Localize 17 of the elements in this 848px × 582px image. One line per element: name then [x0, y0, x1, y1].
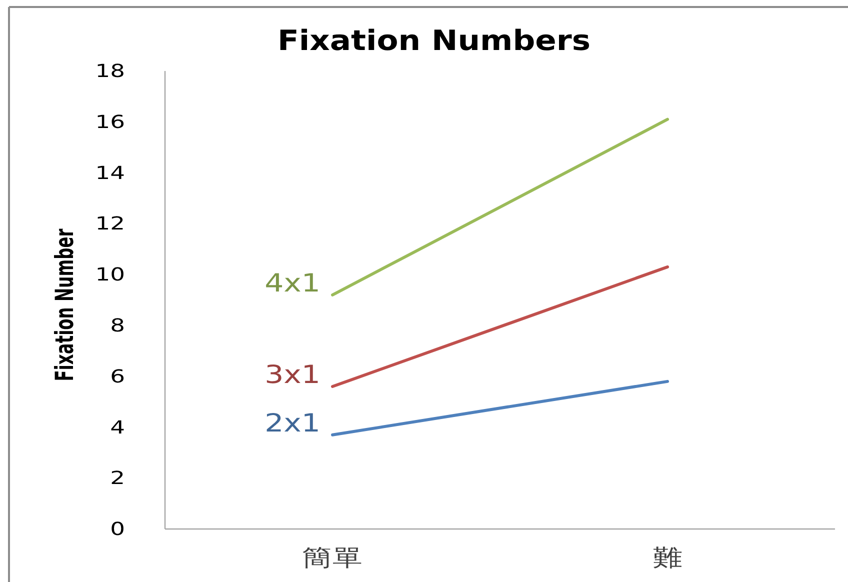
series-label: 4x1 — [264, 268, 320, 298]
y-axis-title: Fixation Number — [49, 228, 79, 382]
y-tick-label: 14 — [95, 162, 125, 184]
x-tick-label: 簡單 — [302, 544, 363, 572]
series-label: 2x1 — [264, 408, 320, 438]
series-label: 3x1 — [264, 360, 320, 390]
y-tick-label: 2 — [110, 468, 125, 488]
y-tick-label: 6 — [110, 366, 125, 387]
y-tick-label: 16 — [95, 112, 125, 132]
x-tick-label: 難 — [652, 544, 683, 572]
y-tick-label: 8 — [110, 315, 125, 336]
y-tick-label: 4 — [110, 416, 125, 438]
y-tick-label: 0 — [110, 518, 125, 540]
y-tick-label: 12 — [95, 213, 125, 234]
y-tick-label: 10 — [95, 264, 125, 285]
y-tick-label: 18 — [95, 60, 125, 82]
chart-title: Fixation Numbers — [277, 24, 591, 58]
